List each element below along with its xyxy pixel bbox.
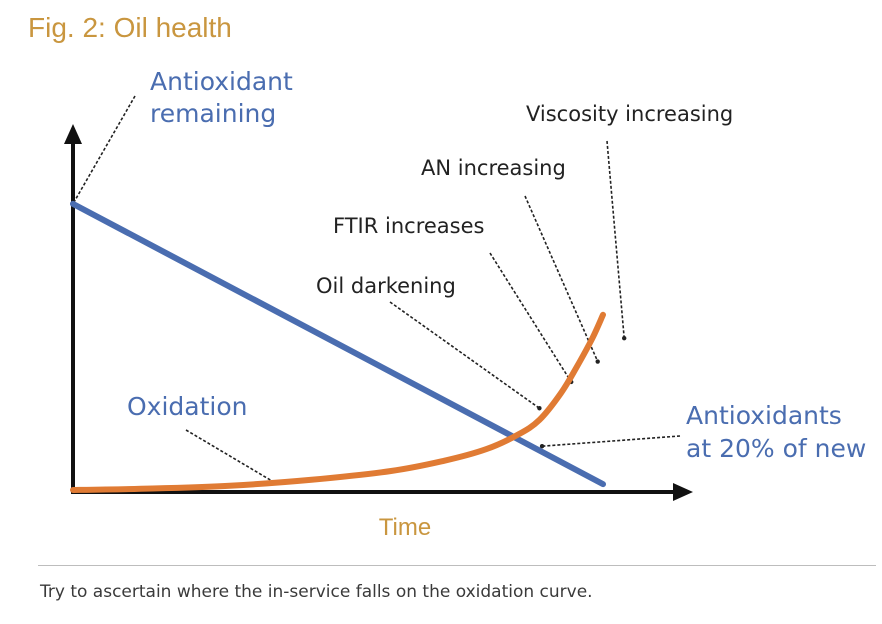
- antioxidant-remaining-line: [70, 200, 606, 488]
- oil-darkening-marker: [537, 406, 542, 411]
- oil-darkening-label-line: Oil darkening: [316, 274, 456, 298]
- viscosity-increasing-leader: [606, 140, 625, 339]
- ftir-increases-leader: [489, 252, 572, 383]
- x-axis-arrowhead: [673, 483, 693, 501]
- y-axis-arrowhead: [64, 124, 82, 144]
- antioxidant-remaining-leader: [72, 95, 136, 205]
- annotation-leaders: [70, 95, 681, 485]
- antioxidant-remaining-label: Antioxidant remaining: [150, 67, 293, 128]
- antioxidants-20pct-label-line: Antioxidants: [686, 401, 842, 430]
- oxidation-curve: [70, 311, 606, 493]
- antioxidants-20pct-marker: [539, 444, 545, 449]
- annotation-labels: Antioxidant remaining Oxidation Oil darkeni…: [127, 67, 866, 463]
- x-axis-label: Time: [379, 514, 431, 541]
- ftir-increases-label-line: FTIR increases: [333, 214, 484, 238]
- viscosity-increasing-label-line: Viscosity increasing: [526, 102, 733, 126]
- antioxidant-remaining-label-line: Antioxidant: [150, 67, 293, 96]
- series-lines: [70, 200, 606, 493]
- antioxidant-remaining-label-line: remaining: [150, 99, 276, 128]
- oil-health-chart: Antioxidant remaining Oxidation Oil darkeni…: [64, 67, 866, 541]
- caption-divider: [38, 565, 876, 566]
- figure-title: Fig. 2: Oil health: [28, 12, 232, 43]
- an-increasing-label: AN increasing: [421, 156, 566, 180]
- oxidation-leader: [185, 429, 275, 484]
- an-increasing-marker: [595, 359, 600, 364]
- viscosity-increasing-marker: [622, 335, 627, 341]
- an-increasing-label-line: AN increasing: [421, 156, 566, 180]
- viscosity-increasing-label: Viscosity increasing: [526, 102, 733, 126]
- ftir-increases-label: FTIR increases: [333, 214, 484, 238]
- oil-darkening-leader: [389, 301, 540, 409]
- antioxidants-20pct-label: Antioxidants at 20% of new: [686, 401, 866, 463]
- oxidation-label-line: Oxidation: [127, 392, 248, 421]
- antioxidants-20pct-label-line: at 20% of new: [686, 434, 866, 463]
- an-increasing-leader: [524, 195, 599, 362]
- antioxidants-20pct-leader: [541, 435, 681, 447]
- oxidation-label: Oxidation: [127, 392, 248, 421]
- axes: [64, 124, 693, 501]
- figure-caption: Try to ascertain where the in-service fa…: [40, 582, 593, 602]
- oil-darkening-label: Oil darkening: [316, 274, 456, 298]
